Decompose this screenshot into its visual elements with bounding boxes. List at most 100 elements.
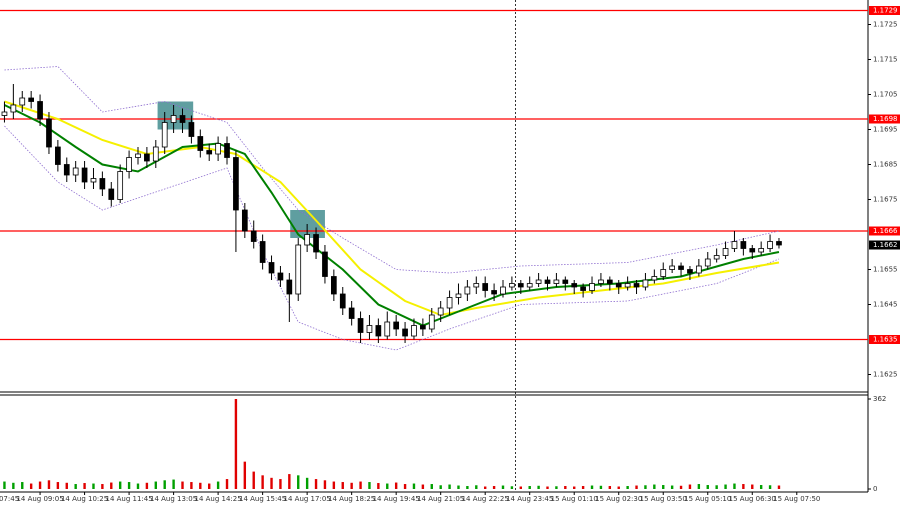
candle-body xyxy=(339,293,346,309)
candle-body xyxy=(135,153,141,158)
volume-bar xyxy=(635,485,638,489)
x-tick-label: 15 Aug 03:50 xyxy=(640,495,687,503)
candle-body xyxy=(767,241,773,249)
candle-body xyxy=(295,244,302,295)
candle-body xyxy=(517,283,524,288)
volume-bar xyxy=(377,483,380,489)
y-tick-label: 1.1695 xyxy=(873,126,898,134)
volume-bar xyxy=(537,485,540,489)
volume-bar xyxy=(430,484,433,489)
volume-bar xyxy=(662,485,665,489)
candle-body xyxy=(233,157,239,211)
volume-bar xyxy=(323,480,327,489)
candle-body xyxy=(99,178,106,190)
volume-bar xyxy=(501,485,505,489)
candle-body xyxy=(348,307,355,319)
x-tick-label: 15 Aug 01:10 xyxy=(551,495,598,503)
volume-bar xyxy=(190,482,193,489)
y-tick-label: 1.1715 xyxy=(873,56,898,64)
candle-body xyxy=(286,279,293,295)
volume-bar xyxy=(83,483,86,489)
x-tick-label: 14 Aug 21:05 xyxy=(417,495,464,503)
y-tick-label: 1.1655 xyxy=(873,266,898,274)
candle-body xyxy=(375,325,382,337)
volume-bar xyxy=(270,477,273,489)
volume-tick-label: 0 xyxy=(873,485,877,493)
volume-bar xyxy=(314,479,318,489)
volume-bar xyxy=(145,482,149,489)
volume-bar xyxy=(608,486,612,489)
candle-body xyxy=(722,248,729,256)
volume-bar xyxy=(475,485,478,489)
volume-bar xyxy=(759,485,763,489)
candle-body xyxy=(10,104,17,113)
candle-body xyxy=(455,293,462,298)
volume-bar xyxy=(564,486,567,489)
candle-body xyxy=(491,290,497,295)
volume-bar xyxy=(403,484,407,489)
x-tick-label: 14 Aug 13:05 xyxy=(150,495,197,503)
candle-body xyxy=(428,314,435,330)
candle-body xyxy=(117,171,124,200)
volume-bar xyxy=(492,486,496,489)
volume-bar xyxy=(172,479,175,489)
x-tick-label: 14 Aug 15:45 xyxy=(239,495,286,503)
candle-body xyxy=(90,178,97,183)
candle-body xyxy=(420,325,426,330)
volume-bar xyxy=(573,486,576,489)
candle-body xyxy=(500,286,506,295)
volume-bar xyxy=(3,481,6,489)
candle-body xyxy=(144,153,150,162)
volume-bar xyxy=(136,483,140,489)
candle-body xyxy=(357,318,364,333)
volume-bar xyxy=(252,471,255,489)
candle-body xyxy=(437,307,444,316)
volume-bar xyxy=(626,486,629,489)
volume-bar xyxy=(412,483,416,489)
level-label: 1.1729 xyxy=(873,7,898,15)
volume-bar xyxy=(56,482,60,489)
level-label: 1.1635 xyxy=(873,336,898,344)
candle-body xyxy=(758,248,765,253)
candle-body xyxy=(473,283,480,288)
volume-bar xyxy=(199,482,202,489)
volume-bar xyxy=(288,474,291,489)
x-tick-label: 14 Aug 22:25 xyxy=(462,495,509,503)
x-tick-label: 15 Aug 05:10 xyxy=(684,495,731,503)
volume-bar xyxy=(65,482,68,489)
volume-bar xyxy=(74,484,77,489)
x-tick-label: 14 Aug 23:45 xyxy=(506,495,553,503)
volume-bar xyxy=(644,485,647,489)
candle-body xyxy=(776,241,782,246)
volume-bar xyxy=(653,484,656,489)
volume-bar xyxy=(332,481,336,489)
volume-bar xyxy=(359,481,362,489)
candle-body xyxy=(259,241,266,263)
candle-body xyxy=(571,283,578,288)
indicator-line xyxy=(4,104,780,327)
y-tick-label: 1.1645 xyxy=(873,301,898,309)
volume-bar xyxy=(733,483,736,489)
volume-bar xyxy=(21,482,24,489)
candle-body xyxy=(687,269,693,274)
x-tick-label: 14 Aug 19:45 xyxy=(373,495,420,503)
volume-bar xyxy=(243,461,247,489)
y-tick-label: 1.1705 xyxy=(873,91,898,99)
volume-bar xyxy=(688,484,692,489)
volume-bar xyxy=(181,481,184,489)
volume-bar xyxy=(448,484,451,489)
candle-body xyxy=(126,157,132,172)
volume-bar xyxy=(724,484,727,489)
volume-bar xyxy=(216,481,220,489)
volume-bar xyxy=(305,477,309,489)
candle-body xyxy=(633,283,640,288)
candle-body xyxy=(81,167,88,183)
volume-bar xyxy=(234,399,238,489)
candle-body xyxy=(544,279,551,284)
candle-body xyxy=(526,283,533,288)
last-price-box xyxy=(869,240,900,250)
x-tick-label: 14 Aug 09:05 xyxy=(16,495,63,503)
volume-bar xyxy=(261,475,264,489)
candle-body xyxy=(589,283,595,291)
volume-bar xyxy=(101,484,104,489)
